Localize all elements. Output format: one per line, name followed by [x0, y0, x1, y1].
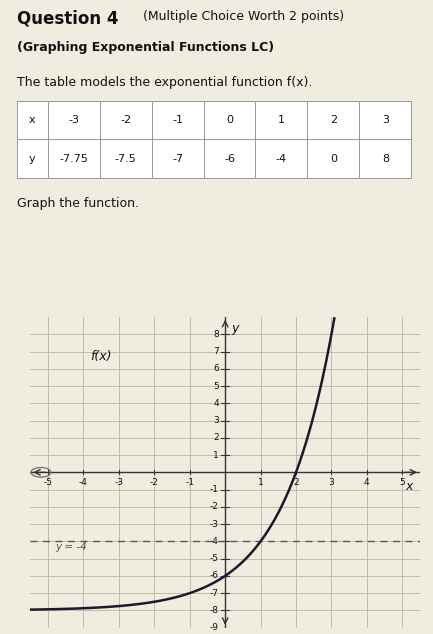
Text: y: y — [232, 322, 239, 335]
Bar — [359, 139, 411, 178]
Text: -2: -2 — [150, 479, 159, 488]
Text: -1: -1 — [185, 479, 194, 488]
Text: y = -4: y = -4 — [55, 542, 87, 552]
Bar — [17, 101, 48, 139]
Text: -2: -2 — [120, 115, 131, 126]
Text: 1: 1 — [213, 451, 219, 460]
Text: 2: 2 — [213, 433, 219, 443]
Text: The table models the exponential function f(x).: The table models the exponential functio… — [17, 76, 313, 89]
Bar — [204, 101, 255, 139]
Text: (Graphing Exponential Functions LC): (Graphing Exponential Functions LC) — [17, 41, 275, 55]
Text: -9: -9 — [210, 623, 219, 632]
Text: 8: 8 — [213, 330, 219, 339]
Text: 4: 4 — [213, 399, 219, 408]
Text: 3: 3 — [382, 115, 389, 126]
Text: 1: 1 — [258, 479, 263, 488]
Text: -1: -1 — [172, 115, 183, 126]
Text: 4: 4 — [364, 479, 370, 488]
Text: x: x — [29, 115, 36, 126]
Text: -6: -6 — [224, 153, 235, 164]
Bar — [255, 139, 307, 178]
Text: 3: 3 — [329, 479, 334, 488]
Text: -7: -7 — [172, 153, 183, 164]
Text: -8: -8 — [210, 606, 219, 615]
Text: 0: 0 — [226, 115, 233, 126]
Text: x: x — [406, 480, 413, 493]
Text: -5: -5 — [44, 479, 52, 488]
Text: -3: -3 — [68, 115, 79, 126]
Bar — [48, 101, 100, 139]
Text: -7.5: -7.5 — [115, 153, 136, 164]
Text: (Multiple Choice Worth 2 points): (Multiple Choice Worth 2 points) — [143, 10, 344, 23]
Bar — [17, 139, 48, 178]
Text: y: y — [29, 153, 36, 164]
Text: Question 4: Question 4 — [17, 10, 119, 27]
Text: 7: 7 — [213, 347, 219, 356]
Text: 2: 2 — [330, 115, 337, 126]
Bar — [307, 139, 359, 178]
Text: -4: -4 — [79, 479, 88, 488]
Bar — [359, 101, 411, 139]
Bar — [152, 101, 204, 139]
Bar — [48, 139, 100, 178]
Text: 8: 8 — [382, 153, 389, 164]
Bar — [204, 139, 255, 178]
Text: 5: 5 — [399, 479, 405, 488]
Text: 0: 0 — [330, 153, 337, 164]
Bar — [255, 101, 307, 139]
Bar — [100, 101, 152, 139]
Bar — [100, 139, 152, 178]
Text: -6: -6 — [210, 571, 219, 580]
Text: -4: -4 — [276, 153, 287, 164]
Text: -2: -2 — [210, 502, 219, 512]
Text: Graph the function.: Graph the function. — [17, 197, 139, 210]
Text: -1: -1 — [210, 485, 219, 494]
Bar — [307, 101, 359, 139]
Text: 1: 1 — [278, 115, 285, 126]
Text: -5: -5 — [210, 554, 219, 563]
Text: 6: 6 — [213, 365, 219, 373]
Text: -7.75: -7.75 — [59, 153, 88, 164]
Text: 5: 5 — [213, 382, 219, 391]
Bar — [152, 139, 204, 178]
Text: -4: -4 — [210, 537, 219, 546]
Text: 3: 3 — [213, 416, 219, 425]
Text: 2: 2 — [293, 479, 299, 488]
Text: -3: -3 — [210, 520, 219, 529]
Text: f(x): f(x) — [90, 350, 112, 363]
Text: -3: -3 — [114, 479, 123, 488]
Text: -7: -7 — [210, 588, 219, 598]
